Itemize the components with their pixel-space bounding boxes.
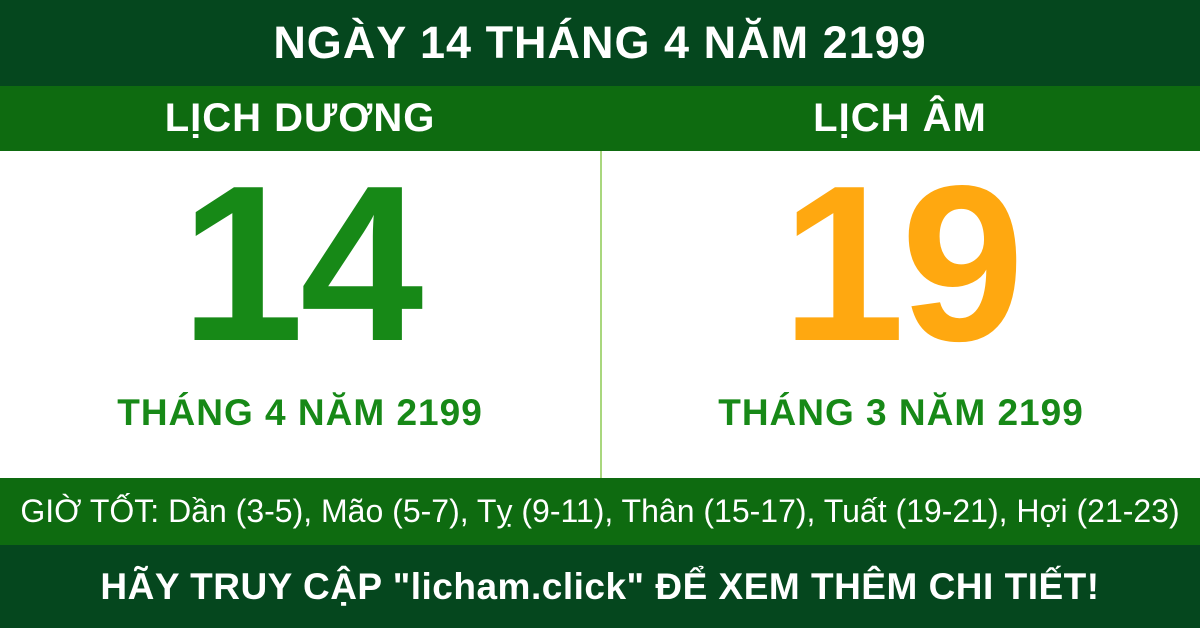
solar-month-year: THÁNG 4 NĂM 2199 xyxy=(117,392,483,433)
date-header-title: NGÀY 14 THÁNG 4 NĂM 2199 xyxy=(273,17,927,68)
good-hours-text: GIỜ TỐT: Dần (3-5), Mão (5-7), Tỵ (9-11)… xyxy=(20,493,1180,529)
good-hours-bar: GIỜ TỐT: Dần (3-5), Mão (5-7), Tỵ (9-11)… xyxy=(0,478,1200,545)
tab-lunar-calendar: LỊCH ÂM xyxy=(813,96,987,140)
lunar-column: 19 THÁNG 3 NĂM 2199 xyxy=(600,151,1200,478)
calendar-body: 14 THÁNG 4 NĂM 2199 19 THÁNG 3 NĂM 2199 xyxy=(0,151,1200,478)
lunar-month-year: THÁNG 3 NĂM 2199 xyxy=(718,392,1084,433)
solar-day-number: 14 xyxy=(180,140,424,388)
solar-column: 14 THÁNG 4 NĂM 2199 xyxy=(0,151,600,478)
footer-cta-text: HÃY TRUY CẬP "licham.click" ĐỂ XEM THÊM … xyxy=(100,565,1100,607)
calendar-tabs: LỊCH DƯƠNG LỊCH ÂM xyxy=(0,86,1200,151)
footer-bar: HÃY TRUY CẬP "licham.click" ĐỂ XEM THÊM … xyxy=(0,545,1200,628)
date-header: NGÀY 14 THÁNG 4 NĂM 2199 xyxy=(0,0,1200,86)
tab-solar-calendar: LỊCH DƯƠNG xyxy=(164,96,436,140)
lunar-day-number: 19 xyxy=(781,140,1025,388)
